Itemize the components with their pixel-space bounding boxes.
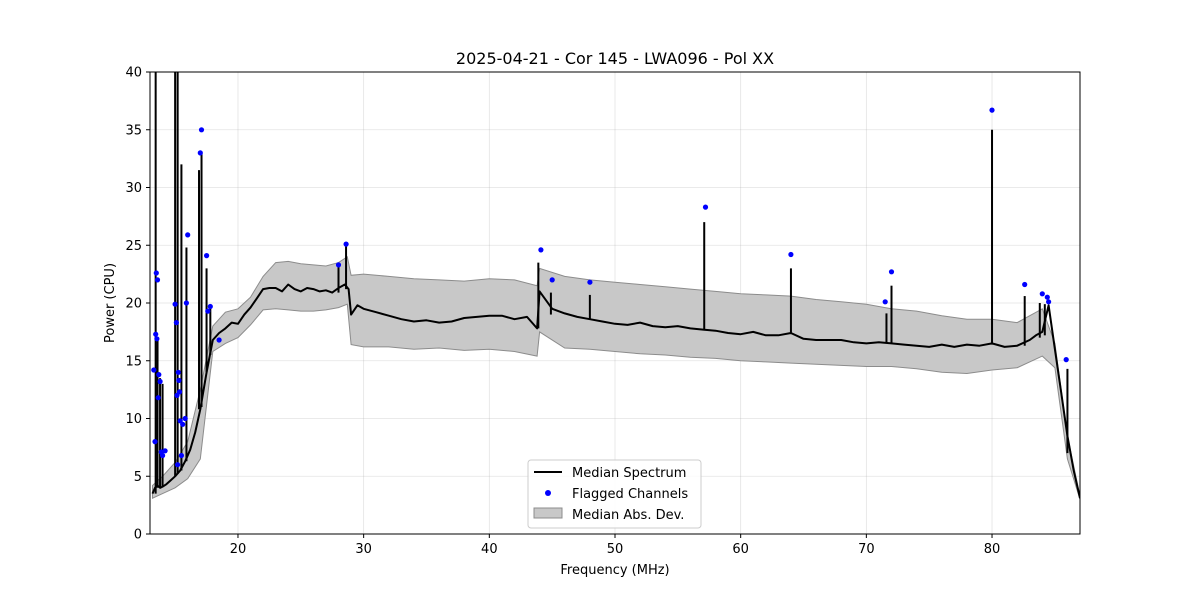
flagged-channel-point	[175, 462, 181, 468]
flagged-channel-point	[180, 421, 186, 427]
flagged-channel-point	[882, 299, 888, 305]
y-tick-label: 25	[125, 239, 142, 254]
x-axis-label: Frequency (MHz)	[560, 563, 669, 578]
legend-flagged-swatch	[545, 490, 551, 496]
median-line-layer	[151, 72, 1080, 499]
mad-band	[152, 255, 1080, 500]
chart-title: 2025-04-21 - Cor 145 - LWA096 - Pol XX	[456, 49, 774, 68]
flagged-channel-point	[154, 277, 161, 283]
flagged-channel-point	[162, 448, 168, 454]
legend-box	[527, 459, 702, 529]
flagged-channel-point	[176, 389, 183, 395]
flagged-channel-point	[1044, 294, 1050, 300]
legend-mad-label: Median Abs. Dev.	[572, 508, 684, 523]
flagged-channel-point	[153, 270, 159, 276]
flagged-channel-point	[197, 150, 203, 156]
flagged-channel-point	[1046, 299, 1052, 305]
y-tick-label: 20	[125, 297, 142, 312]
flagged-channel-point	[154, 336, 160, 342]
y-tick-label: 10	[125, 412, 142, 427]
y-tick-label: 15	[125, 354, 142, 369]
flagged-channel-point	[216, 337, 222, 343]
flagged-channel-point	[788, 251, 794, 258]
flagged-channel-point	[538, 247, 544, 253]
flagged-channel-point	[1039, 291, 1045, 297]
flagged-channel-point	[888, 269, 895, 275]
flagged-channel-point	[157, 378, 163, 385]
mad-band-layer	[152, 255, 1080, 500]
flagged-channel-point	[587, 279, 593, 285]
x-tick-label: 30	[355, 542, 372, 557]
y-tick-label: 30	[125, 181, 142, 196]
flagged-channel-point	[343, 241, 349, 247]
flagged-channel-point	[172, 301, 178, 307]
x-tick-label: 50	[607, 542, 624, 557]
flagged-channel-point	[989, 107, 995, 113]
flagged-channel-point	[155, 395, 161, 401]
flagged-channel-point	[198, 127, 205, 133]
flagged-channel-point	[205, 308, 211, 314]
flagged-channel-point	[1022, 281, 1028, 288]
y-axis-label: Power (CPU)	[103, 263, 118, 343]
x-axis-ticks: 20 30 40 50 60 70 80	[230, 534, 1001, 557]
y-tick-label: 0	[134, 528, 142, 543]
legend-flagged-label: Flagged Channels	[572, 487, 688, 502]
legend-mad-swatch	[533, 507, 563, 519]
flagged-channel-point	[204, 253, 210, 259]
flagged-channel-point	[152, 439, 158, 445]
flagged-channel-point	[549, 277, 555, 283]
y-axis-ticks: 0 5 10 15 20 25 30 35 40	[125, 66, 150, 543]
flagged-channel-point	[702, 204, 709, 210]
flagged-channel-point	[185, 232, 191, 238]
y-tick-label: 5	[134, 470, 142, 485]
x-tick-label: 20	[230, 542, 247, 557]
legend-median-label: Median Spectrum	[572, 466, 686, 481]
flagged-channel-point	[176, 377, 182, 383]
flagged-channel-point	[335, 262, 342, 268]
y-tick-label: 40	[125, 66, 142, 81]
flagged-channel-point	[173, 320, 179, 326]
flagged-channel-point	[151, 367, 157, 373]
flagged-points-layer	[151, 107, 1069, 468]
x-tick-label: 80	[984, 542, 1001, 557]
flagged-channel-point	[156, 372, 162, 378]
x-tick-label: 40	[481, 542, 498, 557]
median-spectrum-line	[151, 283, 1080, 499]
flagged-channel-point	[182, 415, 188, 422]
y-tick-label: 35	[125, 123, 142, 138]
x-tick-label: 70	[858, 542, 875, 557]
flagged-channel-point	[175, 369, 181, 375]
flagged-channel-point	[207, 303, 213, 310]
flagged-channel-point	[178, 452, 184, 459]
flagged-channel-point	[153, 331, 159, 337]
flagged-channel-point	[160, 452, 166, 459]
x-tick-label: 60	[732, 542, 749, 557]
flagged-channel-point	[183, 300, 189, 306]
legend: Median Spectrum Flagged Channels Median …	[527, 459, 702, 529]
flagged-channel-point	[1063, 357, 1069, 363]
